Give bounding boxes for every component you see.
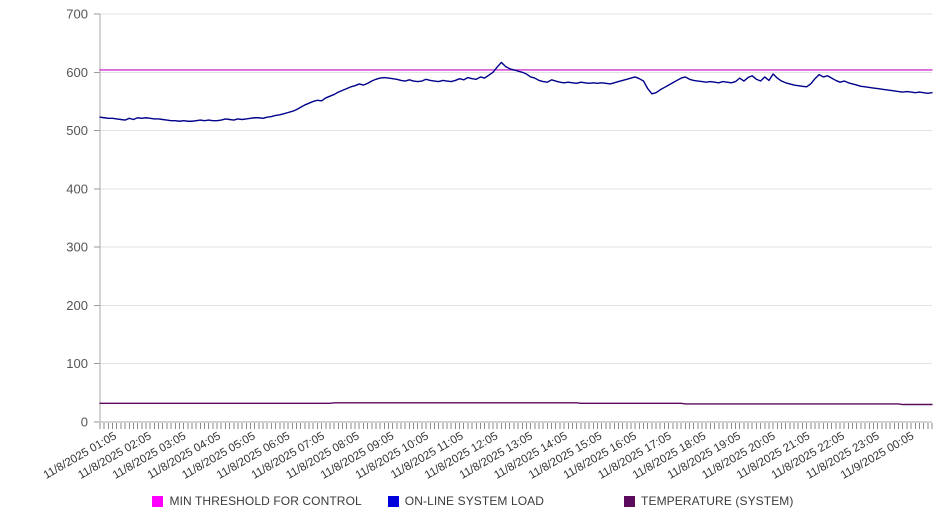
y-axis-tick-label: 0 xyxy=(81,415,88,430)
legend-item-label: TEMPERATURE (SYSTEM) xyxy=(641,494,794,508)
y-axis-tick-label: 700 xyxy=(66,7,88,22)
series-line-on-line-system-load xyxy=(99,61,933,122)
legend-swatch-icon xyxy=(624,495,636,507)
legend-item-temperature-system[interactable]: TEMPERATURE (SYSTEM) xyxy=(624,494,793,508)
legend-item-label: MIN THRESHOLD FOR CONTROL xyxy=(169,494,362,508)
y-axis-tick-label: 400 xyxy=(66,181,88,196)
y-axis-tick-label: 100 xyxy=(66,356,88,371)
y-axis-tick-label: 500 xyxy=(66,123,88,138)
legend-item-min-threshold-for-control[interactable]: MIN THRESHOLD FOR CONTROL xyxy=(152,494,362,508)
y-axis-tick-label: 300 xyxy=(66,240,88,255)
legend-item-label: ON-LINE SYSTEM LOAD xyxy=(404,494,545,508)
legend-swatch-icon xyxy=(152,495,164,507)
legend-swatch-icon xyxy=(387,495,399,507)
legend-item-on-line-system-load[interactable]: ON-LINE SYSTEM LOAD xyxy=(387,494,545,508)
y-axis-tick-label: 200 xyxy=(66,298,88,313)
y-axis-tick-label: 600 xyxy=(66,65,88,80)
chart-legend: MIN THRESHOLD FOR CONTROL ON-LINE SYSTEM… xyxy=(0,494,946,508)
series-line-temperature-system xyxy=(99,402,933,406)
